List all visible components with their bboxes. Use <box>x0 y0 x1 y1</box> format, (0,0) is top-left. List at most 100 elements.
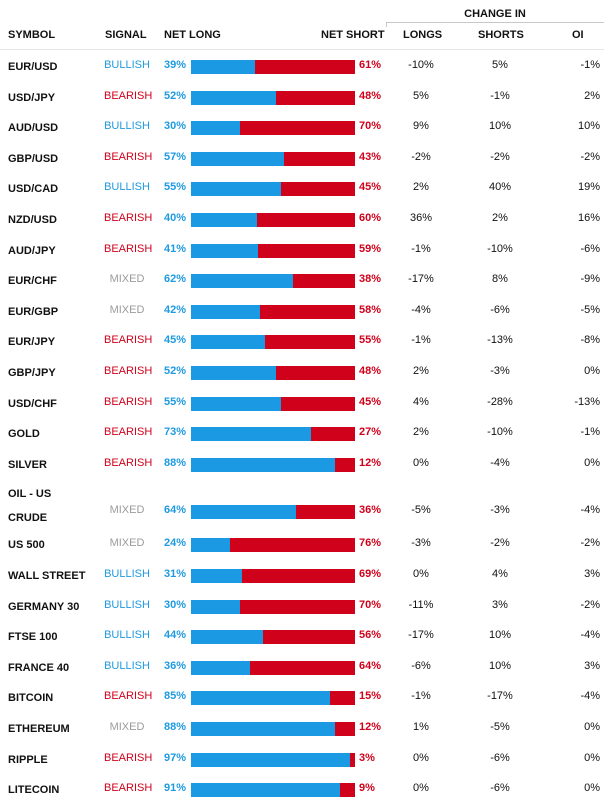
symbol-name[interactable]: WALL STREET <box>8 570 86 582</box>
sentiment-bar <box>191 783 355 798</box>
sentiment-bar <box>191 505 355 520</box>
header-separator <box>0 49 604 50</box>
net-short-value: 58% <box>359 303 382 316</box>
symbol-name[interactable]: US 500 <box>8 539 45 552</box>
table-row[interactable]: OIL - US CRUDE MIXED 64% 36% -5% -3% -4% <box>0 486 604 536</box>
header-net-long[interactable]: NET LONG <box>164 29 221 41</box>
change-shorts-value: -10% <box>487 426 513 439</box>
change-shorts-value: 10% <box>488 629 512 642</box>
symbol-name[interactable]: EUR/CHF <box>8 275 57 288</box>
table-row[interactable]: LITECOIN BEARISH 91% 9% 0% -6% 0% <box>0 781 604 811</box>
table-row[interactable]: EUR/JPY BEARISH 45% 55% -1% -13% -8% <box>0 333 604 363</box>
change-oi-value: 0% <box>584 456 600 469</box>
signal-label: BEARISH <box>104 150 153 163</box>
net-long-bar-fill <box>191 335 265 350</box>
change-oi-value: 3% <box>584 568 600 580</box>
net-short-value: 60% <box>359 212 382 224</box>
symbol-name[interactable]: FRANCE 40 <box>8 661 70 674</box>
symbol-name[interactable]: FTSE 100 <box>8 631 58 644</box>
change-longs-value: -5% <box>411 504 431 517</box>
net-long-bar-fill <box>191 121 240 136</box>
change-longs-value: -10% <box>408 59 434 71</box>
net-long-bar-fill <box>191 427 311 442</box>
symbol-name-line1: OIL - US <box>8 488 52 501</box>
table-row[interactable]: EUR/CHF MIXED 62% 38% -17% 8% -9% <box>0 272 604 302</box>
table-row[interactable]: GBP/JPY BEARISH 52% 48% 2% -3% 0% <box>0 364 604 394</box>
change-shorts-value: -2% <box>490 537 510 550</box>
net-short-value: 12% <box>359 721 382 733</box>
net-long-value: 40% <box>164 212 187 224</box>
net-short-value: 59% <box>359 242 382 255</box>
table-row[interactable]: AUD/JPY BEARISH 41% 59% -1% -10% -6% <box>0 242 604 272</box>
symbol-name[interactable]: NZD/USD <box>8 214 57 226</box>
net-long-bar-fill <box>191 783 340 798</box>
header-signal[interactable]: SIGNAL <box>105 29 147 41</box>
change-oi-value: -13% <box>574 395 600 408</box>
table-row[interactable]: SILVER BEARISH 88% 12% 0% -4% 0% <box>0 456 604 486</box>
symbol-name[interactable]: GBP/USD <box>8 152 59 165</box>
symbol-name[interactable]: GERMANY 30 <box>8 600 80 613</box>
change-oi-value: 0% <box>584 751 600 764</box>
table-row[interactable]: AUD/USD BULLISH 30% 70% 9% 10% 10% <box>0 119 604 149</box>
table-row[interactable]: GBP/USD BEARISH 57% 43% -2% -2% -2% <box>0 150 604 180</box>
table-row[interactable]: BITCOIN BEARISH 85% 15% -1% -17% -4% <box>0 689 604 719</box>
net-long-value: 31% <box>164 568 187 580</box>
header-symbol[interactable]: SYMBOL <box>8 29 56 41</box>
table-row[interactable]: WALL STREET BULLISH 31% 69% 0% 4% 3% <box>0 567 604 597</box>
symbol-name[interactable]: USD/CHF <box>8 397 57 410</box>
symbol-name[interactable]: OIL - US CRUDE <box>8 486 51 527</box>
signal-label: BEARISH <box>104 212 153 224</box>
change-shorts-value: 10% <box>488 659 512 672</box>
change-longs-value: 9% <box>413 120 429 133</box>
symbol-name[interactable]: EUR/GBP <box>8 305 59 318</box>
signal-label: BULLISH <box>104 120 150 133</box>
sentiment-bar <box>191 752 355 767</box>
signal-label: BEARISH <box>104 365 153 377</box>
symbol-name[interactable]: SILVER <box>8 458 47 471</box>
table-row[interactable]: USD/JPY BEARISH 52% 48% 5% -1% 2% <box>0 89 604 119</box>
table-row[interactable]: EUR/USD BULLISH 39% 61% -10% 5% -1% <box>0 58 604 88</box>
change-longs-value: -1% <box>411 242 431 255</box>
table-row[interactable]: RIPPLE BEARISH 97% 3% 0% -6% 0% <box>0 751 604 781</box>
symbol-name[interactable]: BITCOIN <box>8 692 54 705</box>
table-row[interactable]: US 500 MIXED 24% 76% -3% -2% -2% <box>0 536 604 566</box>
symbol-name[interactable]: AUD/USD <box>8 122 59 135</box>
net-long-bar-fill <box>191 90 276 105</box>
table-row[interactable]: GERMANY 30 BULLISH 30% 70% -11% 3% -2% <box>0 598 604 628</box>
table-row[interactable]: NZD/USD BEARISH 40% 60% 36% 2% 16% <box>0 211 604 241</box>
symbol-name[interactable]: GBP/JPY <box>8 367 56 379</box>
symbol-name[interactable]: RIPPLE <box>8 753 48 766</box>
symbol-name[interactable]: USD/JPY <box>8 91 56 104</box>
symbol-name[interactable]: LITECOIN <box>8 784 60 797</box>
symbol-name[interactable]: EUR/USD <box>8 61 58 73</box>
header-oi[interactable]: OI <box>572 29 584 41</box>
symbol-name[interactable]: EUR/JPY <box>8 336 56 349</box>
sentiment-bar <box>191 274 355 289</box>
signal-label: BEARISH <box>104 395 153 408</box>
net-long-value: 73% <box>164 426 187 439</box>
table-row[interactable]: FTSE 100 BULLISH 44% 56% -17% 10% -4% <box>0 628 604 658</box>
symbol-name[interactable]: USD/CAD <box>8 183 59 196</box>
table-row[interactable]: EUR/GBP MIXED 42% 58% -4% -6% -5% <box>0 303 604 333</box>
header-shorts[interactable]: SHORTS <box>478 29 524 41</box>
sentiment-bar <box>191 366 355 380</box>
symbol-name[interactable]: GOLD <box>8 428 40 441</box>
table-row[interactable]: FRANCE 40 BULLISH 36% 64% -6% 10% 3% <box>0 659 604 689</box>
sentiment-bar <box>191 182 355 197</box>
signal-label: BULLISH <box>104 181 150 194</box>
change-shorts-value: -5% <box>490 721 510 733</box>
table-row[interactable]: USD/CAD BULLISH 55% 45% 2% 40% 19% <box>0 180 604 210</box>
change-longs-value: -2% <box>411 150 431 163</box>
table-row[interactable]: USD/CHF BEARISH 55% 45% 4% -28% -13% <box>0 395 604 425</box>
change-in-group-header: CHANGE IN <box>386 0 604 27</box>
symbol-name[interactable]: ETHEREUM <box>8 723 70 735</box>
table-row[interactable]: ETHEREUM MIXED 88% 12% 1% -5% 0% <box>0 720 604 750</box>
change-shorts-value: -17% <box>487 690 513 703</box>
sentiment-bar <box>191 538 355 553</box>
change-longs-value: 4% <box>413 395 429 408</box>
header-longs[interactable]: LONGS <box>403 29 443 41</box>
table-row[interactable]: GOLD BEARISH 73% 27% 2% -10% -1% <box>0 425 604 455</box>
header-net-short[interactable]: NET SHORT <box>321 29 385 41</box>
symbol-name[interactable]: AUD/JPY <box>8 244 56 257</box>
